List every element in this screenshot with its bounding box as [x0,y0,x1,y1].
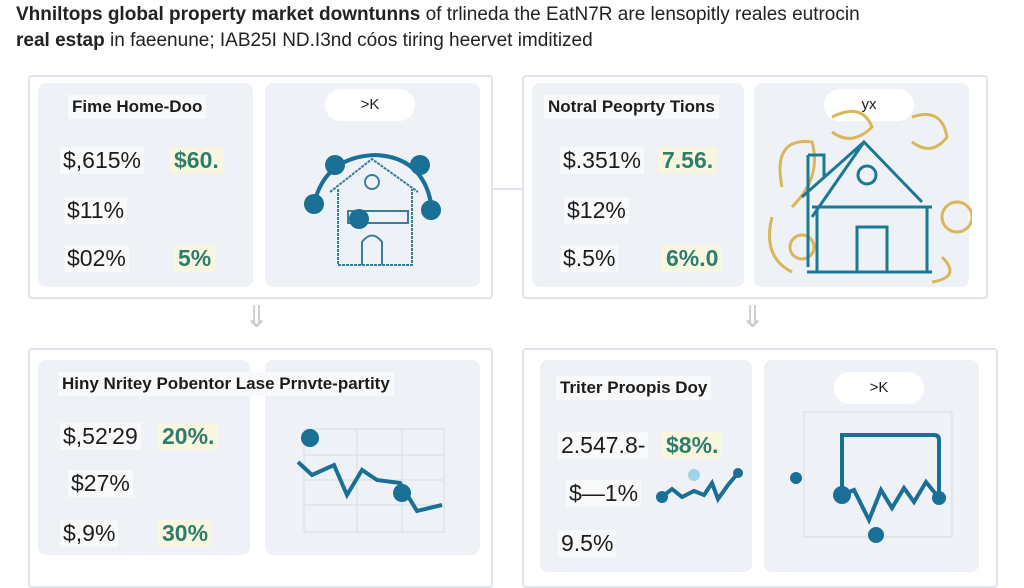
line-chart-icon [790,411,953,543]
value: $,9% [60,520,119,547]
card-notral-property: Notral Peoprty Tions $.351% 7.56. $12% $… [522,75,988,299]
card-triter: Triter Proopis Doy 2.547.8- $8%. $—1% 9.… [522,348,998,588]
connector-line [492,188,522,190]
header-line1: of trlineda the EatN7R are lensopitly re… [420,4,860,25]
value: $27% [68,470,133,497]
header-line2-bold: real estap [16,30,105,51]
card-hiny-nritey: Hiny Nritey Pobentor Lase Prnvte-partity… [28,348,493,588]
value: $11% [64,197,128,224]
toggle-pill[interactable]: >K [834,372,924,404]
card-title: Hiny Nritey Pobentor Lase Prnvte-partity [58,372,394,396]
value: 2.547.8- [558,432,649,459]
header: Vhniltops global property market downtun… [16,2,860,54]
header-line1-bold: Vhniltops global property market downtun… [16,4,421,25]
value: $.5% [560,245,619,272]
card-title: Triter Proopis Doy [556,376,712,400]
card-title: Notral Peoprty Tions [544,95,719,119]
header-line2: in faeenune; IAB25I ND.I3nd cóos tiring … [104,30,593,51]
card-title: Fime Home-Doo [68,95,207,119]
value: $02% [64,245,129,272]
highlight-value: 20%. [158,423,219,450]
highlight-value: 5% [174,245,216,272]
line-chart-icon [296,428,445,533]
toggle-pill[interactable]: >K [325,89,415,121]
value: $12% [564,197,629,224]
toggle-pill[interactable]: yx [824,89,914,121]
highlight-value: $60. [170,147,223,174]
card-fime-home: Fime Home-Doo $,615% $60. $11% $02% 5% >… [28,75,493,299]
highlight-value: 30% [158,520,213,547]
value: 9.5% [558,530,617,557]
highlight-value: 6%.0 [662,245,723,272]
value: $,52'29 [60,423,141,450]
highlight-value: $8%. [662,432,723,459]
down-arrow-icon: ⇓ [244,301,270,334]
value: $—1% [566,480,642,507]
down-arrow-icon: ⇓ [740,301,766,334]
highlight-value: 7.56. [658,147,718,174]
house-network-icon [304,152,441,266]
value: $.351% [560,147,645,174]
value: $,615% [60,147,145,174]
house-icon [768,109,972,284]
sparkline-icon [656,468,743,504]
